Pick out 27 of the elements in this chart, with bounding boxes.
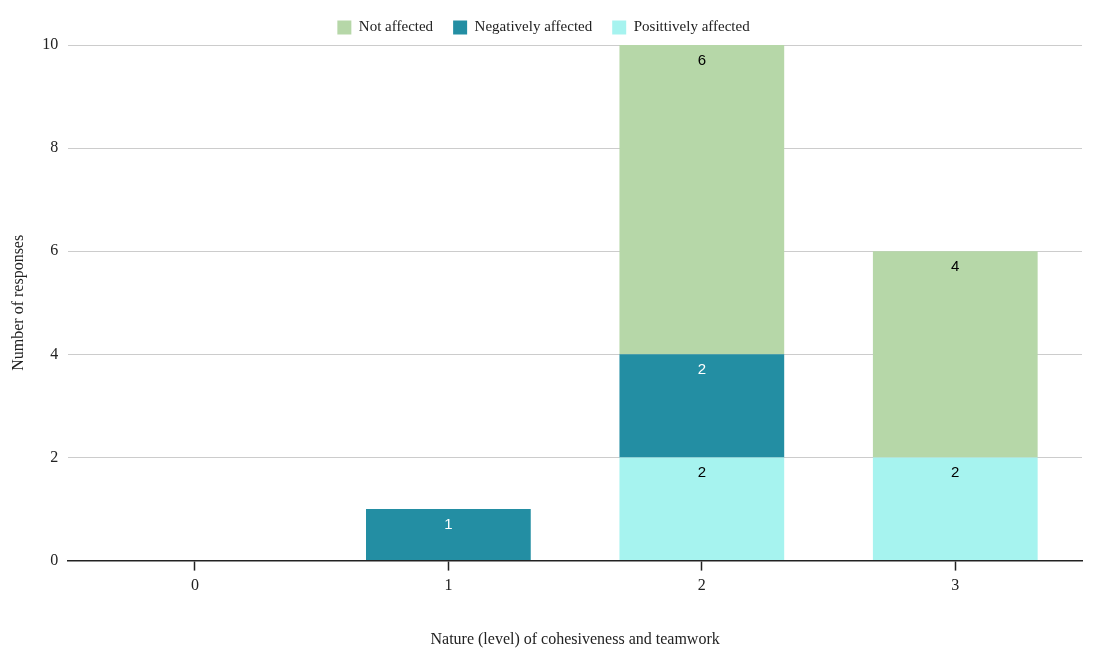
data-label: 2 bbox=[951, 463, 960, 481]
data-label: 6 bbox=[697, 50, 706, 68]
x-tick-label: 0 bbox=[190, 576, 199, 594]
y-tick-label: 8 bbox=[50, 138, 59, 156]
x-axis-title: Nature (level) of cohesiveness and teamwork bbox=[430, 629, 720, 648]
data-label: 2 bbox=[697, 360, 706, 377]
y-tick-label: 6 bbox=[50, 241, 59, 259]
legend-label: Not affected bbox=[358, 18, 434, 35]
bar bbox=[872, 251, 1038, 458]
x-tick-label: 2 bbox=[697, 576, 706, 594]
bar bbox=[619, 354, 785, 458]
y-tick-label: 2 bbox=[50, 447, 59, 465]
y-tick-label: 0 bbox=[50, 550, 59, 568]
y-axis-title: Number of responses bbox=[8, 234, 27, 371]
data-label: 4 bbox=[951, 256, 960, 274]
y-tick-label: 4 bbox=[50, 344, 59, 362]
bar bbox=[619, 45, 785, 355]
legend-label: Negatively affected bbox=[474, 18, 593, 35]
bar bbox=[619, 457, 785, 561]
x-tick-label: 3 bbox=[951, 576, 960, 594]
y-tick-label: 10 bbox=[42, 35, 59, 53]
bar bbox=[872, 457, 1038, 561]
data-label: 1 bbox=[444, 514, 453, 532]
data-label: 2 bbox=[697, 463, 706, 481]
x-tick-label: 1 bbox=[444, 576, 453, 594]
legend-label: Posittively affected bbox=[633, 18, 751, 35]
bar bbox=[366, 509, 531, 561]
